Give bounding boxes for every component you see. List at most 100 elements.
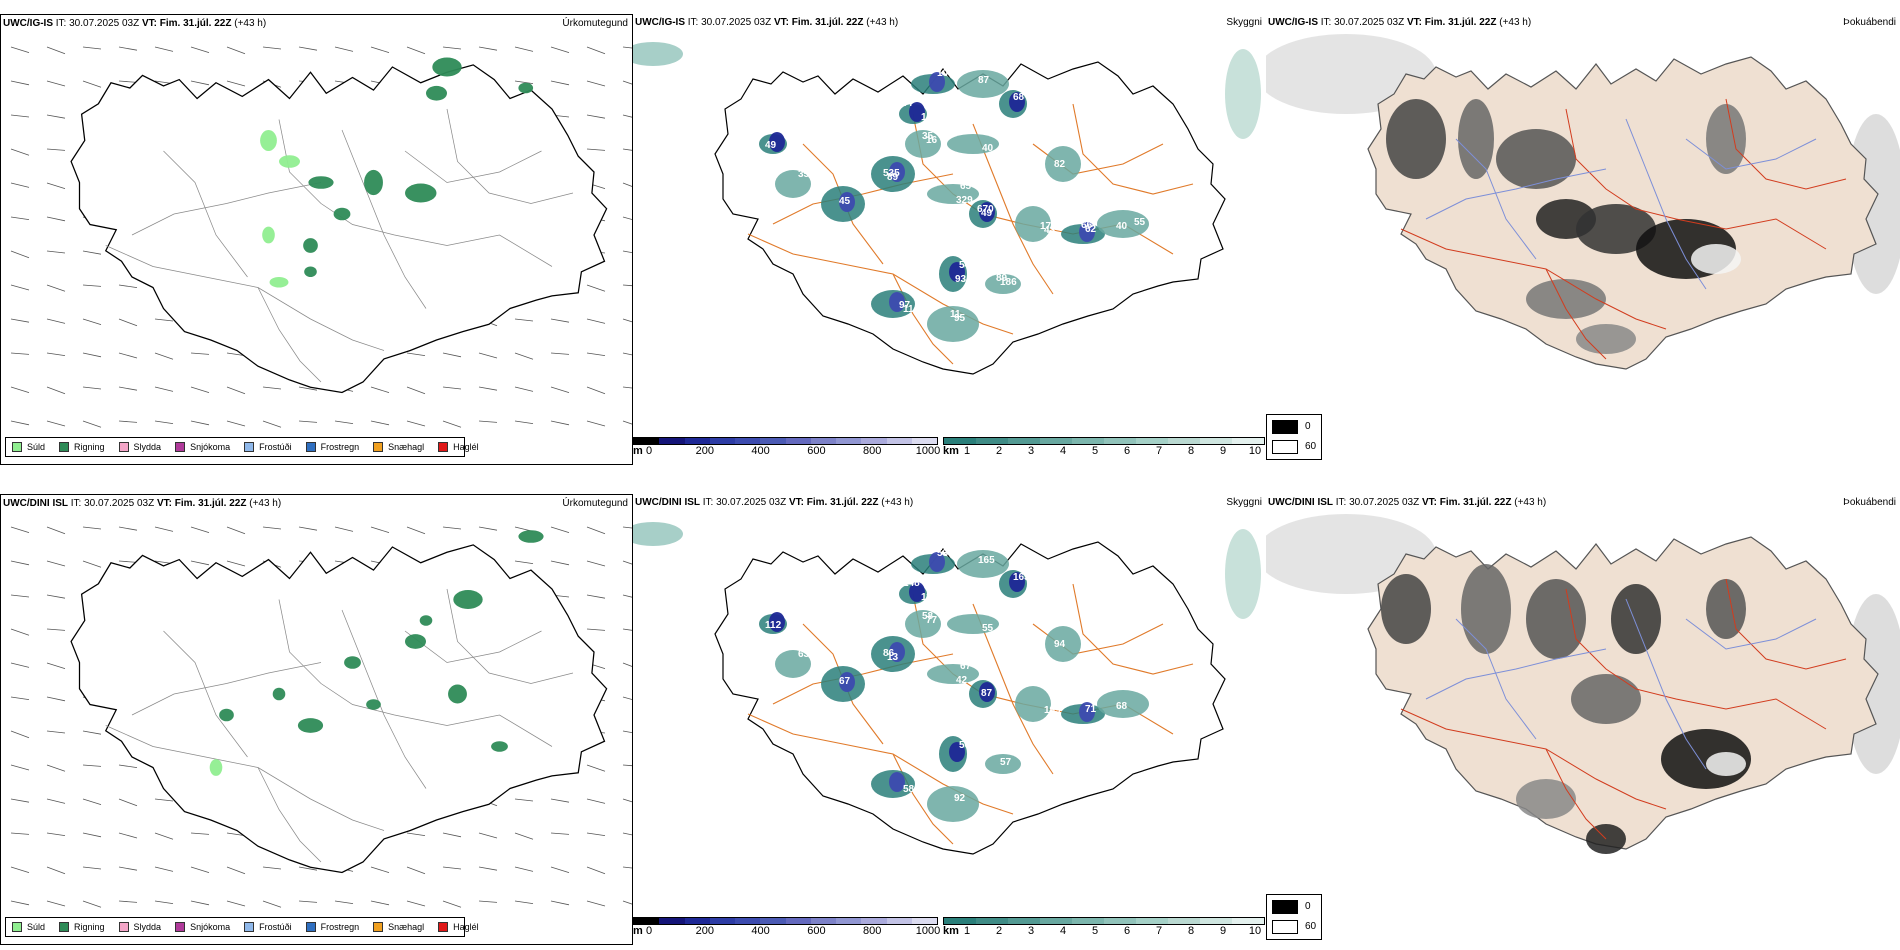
wind-barb xyxy=(82,352,102,358)
field-patch xyxy=(260,130,277,151)
road xyxy=(257,767,322,863)
field-patch xyxy=(1576,204,1656,254)
colorbar-tick: 600 xyxy=(807,925,826,937)
wind-barb xyxy=(46,628,66,631)
cloud-base-value: 67 xyxy=(960,661,972,672)
field-patch xyxy=(1097,690,1149,718)
legend-item: Frostregn xyxy=(305,442,359,452)
legend-item: Frostúði xyxy=(244,922,292,932)
wind-barb xyxy=(514,318,534,322)
field-patch xyxy=(889,162,905,182)
wind-barb xyxy=(154,46,174,52)
field-patch xyxy=(518,530,544,543)
road xyxy=(772,653,954,705)
wind-barb xyxy=(262,46,282,50)
wind-barb xyxy=(154,318,174,322)
legend-label: Slydda xyxy=(133,922,162,932)
wind-barb xyxy=(550,352,570,355)
wind-barb xyxy=(118,386,138,391)
field-patch xyxy=(889,292,905,312)
wind-barb xyxy=(46,386,66,395)
wind-barb xyxy=(442,420,462,428)
field-patch xyxy=(769,612,785,632)
colorbar-tick: 7 xyxy=(1155,445,1163,457)
wind-barb xyxy=(10,318,30,323)
wind-barb xyxy=(10,764,30,771)
colorbar-tick: 200 xyxy=(695,445,714,457)
legend-item: Snjókoma xyxy=(175,442,230,452)
cloud-base-value: 68 xyxy=(1013,92,1025,103)
field-patch xyxy=(1571,674,1641,724)
field-patch xyxy=(304,266,317,277)
field-patch xyxy=(308,176,334,189)
colorbar-segment xyxy=(1168,918,1200,924)
wind-barb xyxy=(10,866,30,873)
river xyxy=(1625,598,1707,770)
fog-legend-label: 60 xyxy=(1305,441,1317,452)
road xyxy=(1725,578,1847,670)
colorbar-segment xyxy=(785,918,811,924)
colorbar-swatches xyxy=(633,437,938,445)
cloud-base-value: 35 xyxy=(922,131,934,142)
wind-barb xyxy=(622,798,632,803)
wind-barb xyxy=(586,386,606,395)
field-patch xyxy=(1381,574,1431,644)
cloud-base-value: 148 xyxy=(903,578,920,589)
wind-barb xyxy=(82,80,102,88)
wind-barb xyxy=(370,526,390,533)
wind-barb xyxy=(298,46,318,51)
field-patch xyxy=(425,85,447,101)
field-patch xyxy=(775,170,811,198)
colorbar-swatches xyxy=(943,437,1265,445)
wind-barb xyxy=(442,900,462,908)
panel-title: Skyggni xyxy=(1226,497,1262,508)
field-patch xyxy=(279,155,300,168)
colorbar-segment xyxy=(1104,438,1136,444)
road xyxy=(1072,103,1194,195)
colorbar-tick: 600 xyxy=(807,445,826,457)
panel-title: Þokuábendi xyxy=(1843,497,1896,508)
colorbar-tick: 2 xyxy=(995,925,1003,937)
colorbar-tick: 9 xyxy=(1219,445,1227,457)
colorbar-ticks: km 1 2 3 4 5 6 7 8 9 10 xyxy=(943,445,1265,457)
cloud-base-value: 112 xyxy=(765,620,782,631)
colorbar-segment xyxy=(1040,438,1072,444)
wind-barb xyxy=(622,250,632,254)
wind-barb xyxy=(46,114,66,119)
field-patch xyxy=(979,202,995,222)
wind-barb xyxy=(514,798,534,802)
iceland-land xyxy=(714,541,1226,855)
field-patch xyxy=(839,192,855,212)
wind-barb xyxy=(10,386,30,393)
cloud-base-value: 118 xyxy=(921,592,938,603)
wind-barb xyxy=(10,662,30,668)
colorbar-segment xyxy=(944,918,976,924)
wind-barb xyxy=(190,80,210,86)
precip-map-bottom xyxy=(10,526,632,908)
field-patch xyxy=(272,687,286,701)
colorbar-segment xyxy=(684,438,710,444)
field-patch xyxy=(1225,49,1261,139)
wind-barb xyxy=(586,764,606,772)
precip-map-top xyxy=(10,46,632,428)
wind-barb xyxy=(10,798,30,803)
legend-item: Súld xyxy=(12,922,45,932)
cloud-base-value: 55 xyxy=(1134,217,1146,228)
colorbar-segment xyxy=(760,438,786,444)
legend-swatch xyxy=(118,922,129,932)
field-patch xyxy=(209,759,223,776)
wind-barb xyxy=(82,560,102,568)
field-patch xyxy=(1097,210,1149,238)
wind-barb xyxy=(586,352,606,356)
wind-barb xyxy=(550,900,570,906)
legend-swatch xyxy=(244,442,255,452)
cloud-panel-bottom: UWC/DINI ISL IT: 30.07.2025 03Z VT: Fim.… xyxy=(633,494,1266,945)
wind-barb xyxy=(478,386,498,391)
colorbar-tick: 800 xyxy=(863,925,882,937)
legend-label: Slydda xyxy=(133,442,162,452)
wind-barb xyxy=(550,798,570,803)
colorbar-segment xyxy=(1136,918,1168,924)
road xyxy=(163,150,248,278)
wind-barb xyxy=(82,866,102,870)
colorbar-tick: 3 xyxy=(1027,925,1035,937)
